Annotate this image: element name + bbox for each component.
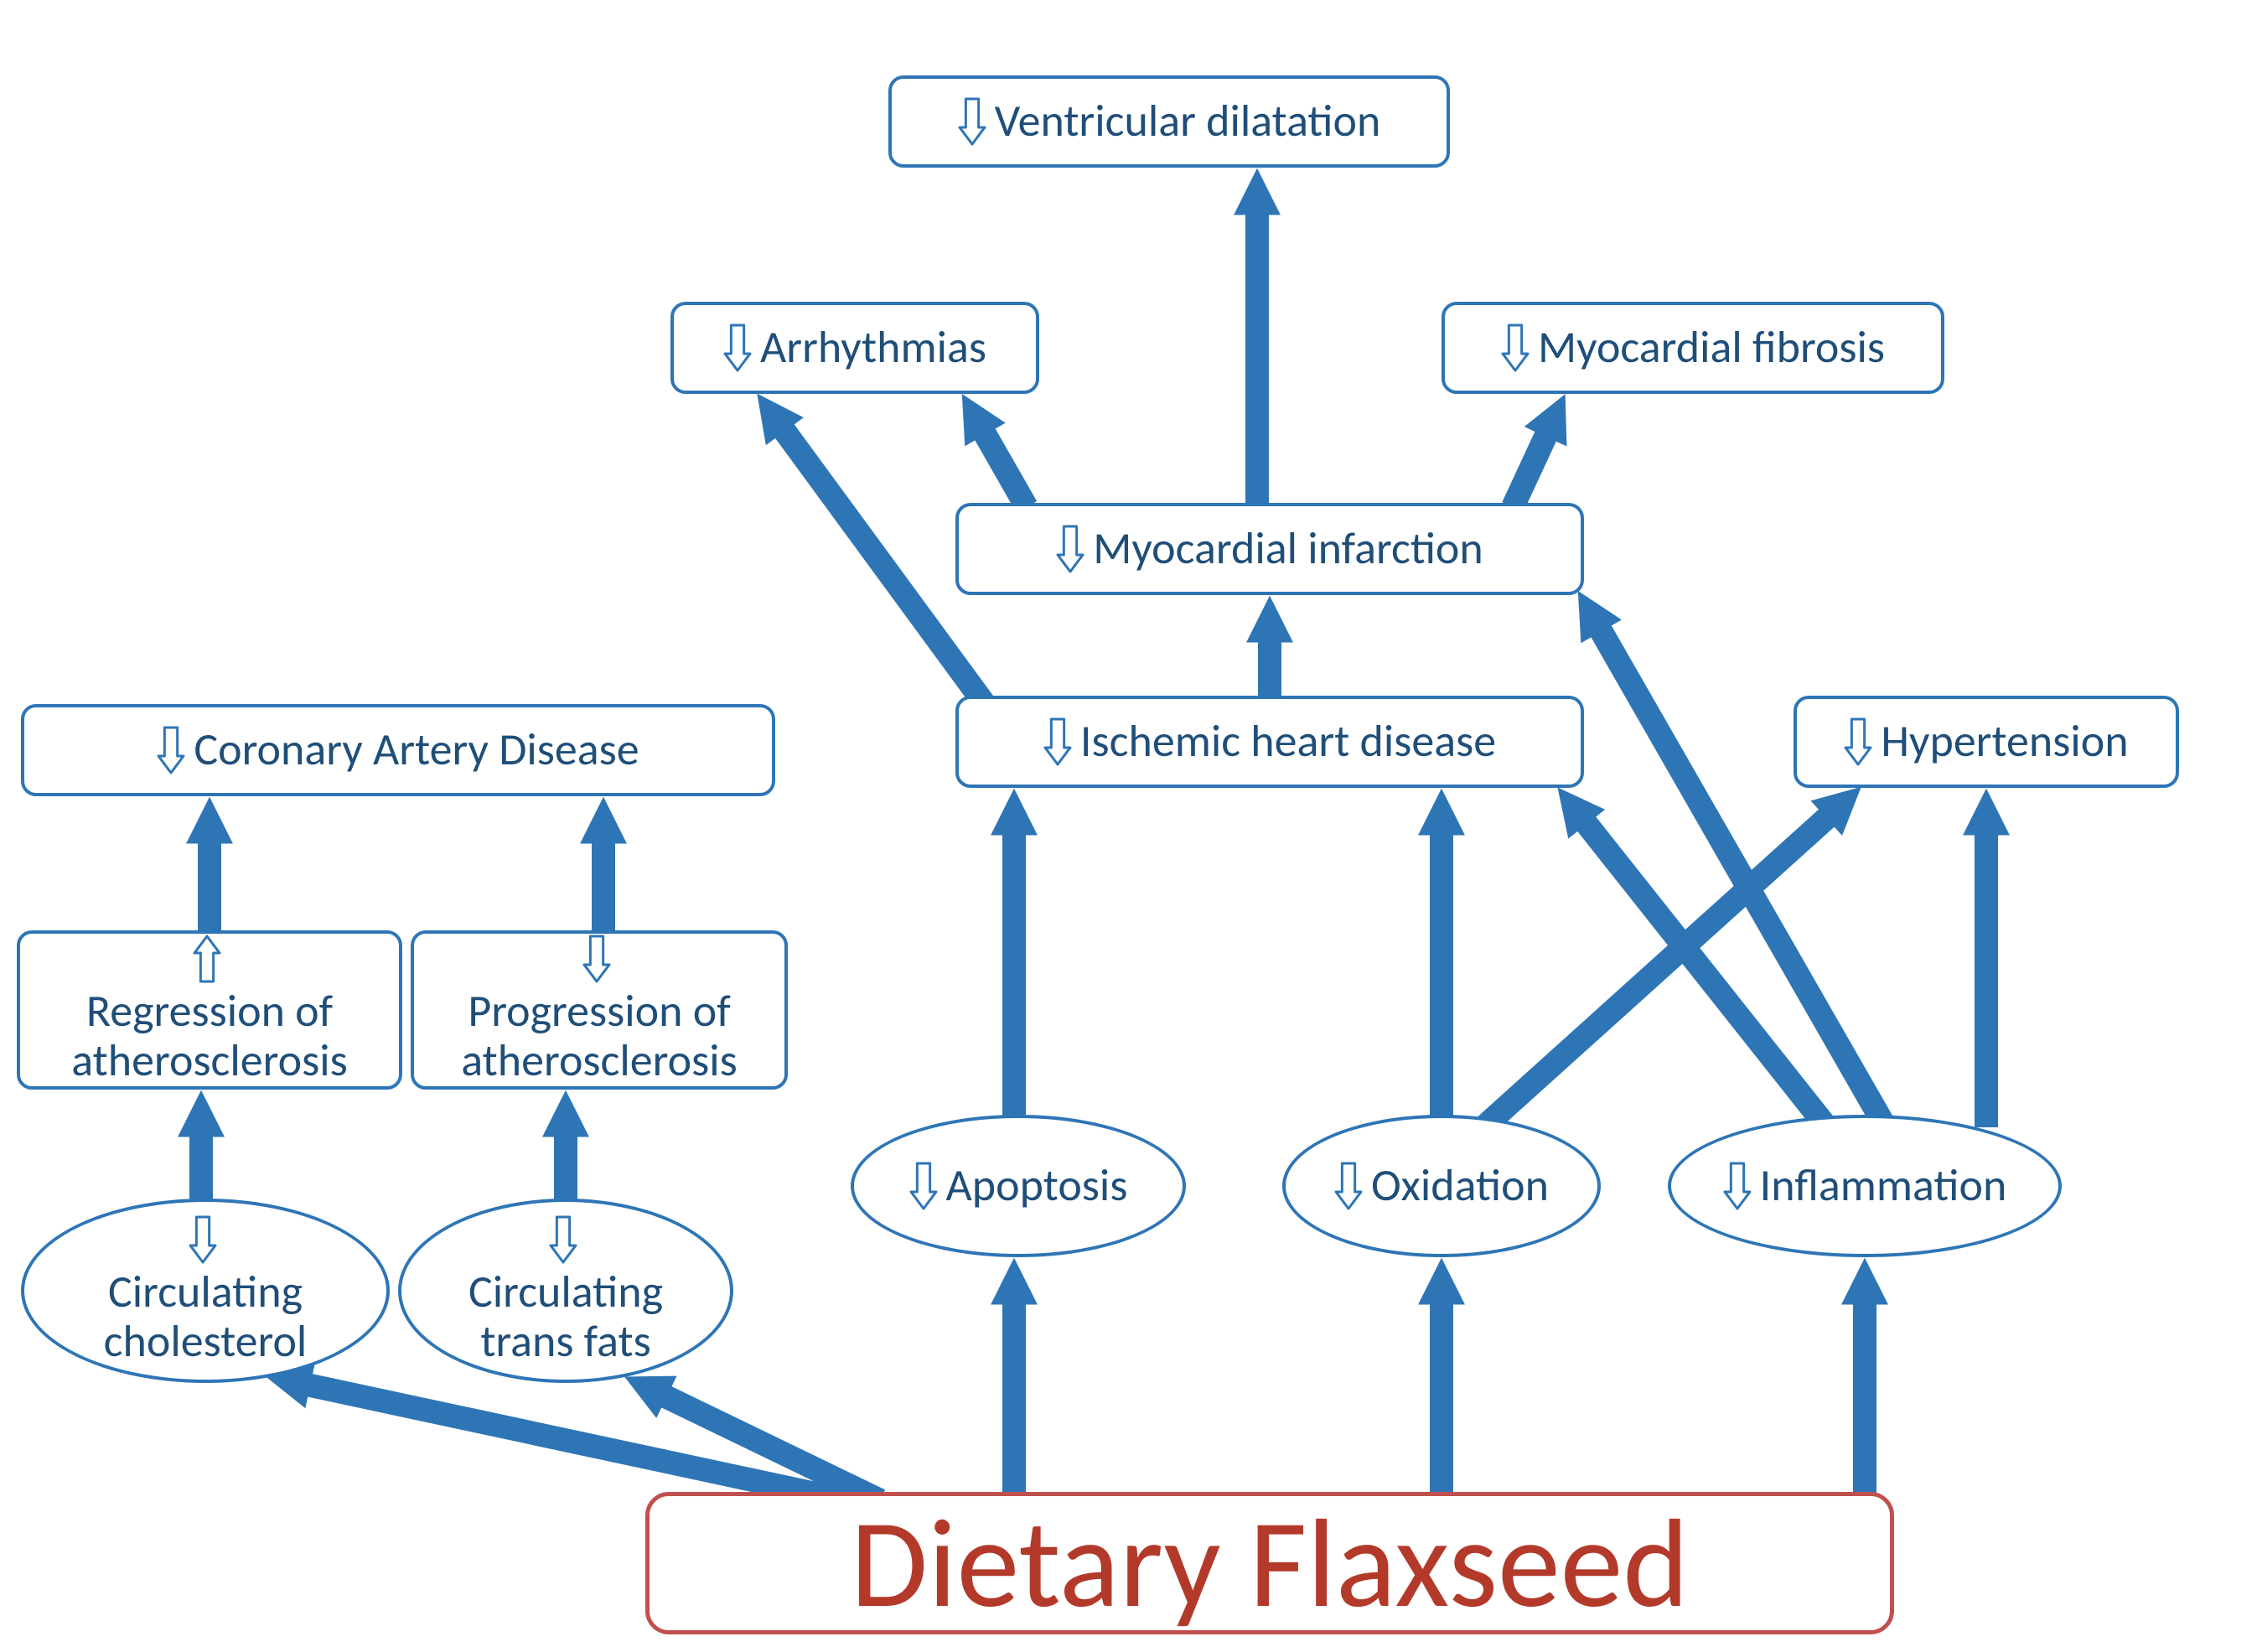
diagram-stage: Dietary Flaxseed Circulating cholesterol C… xyxy=(0,0,2262,1652)
node-oxid: Oxidation xyxy=(1282,1115,1601,1257)
node-label: Apoptosis xyxy=(946,1161,1128,1210)
node-label: Circulating trans fats xyxy=(421,1267,711,1367)
down-arrow-icon xyxy=(1501,324,1530,372)
node-ihd: Ischemic heart disease xyxy=(955,696,1584,788)
down-arrow-icon xyxy=(582,935,611,983)
node-cad: Coronary Artery Disease xyxy=(21,704,775,796)
down-arrow-icon xyxy=(1056,525,1084,573)
node-mi: Myocardial infarction xyxy=(955,503,1584,595)
node-label: Coronary Artery Disease xyxy=(194,725,639,774)
down-arrow-icon xyxy=(1844,717,1872,766)
node-label: Hypertension xyxy=(1881,717,2128,766)
node-chol: Circulating cholesterol xyxy=(21,1199,390,1383)
down-arrow-icon xyxy=(189,1215,217,1264)
down-arrow-icon xyxy=(1334,1162,1363,1210)
node-infl: Inflammation xyxy=(1668,1115,2062,1257)
down-arrow-icon xyxy=(549,1215,577,1264)
node-progr: Progression of atherosclerosis xyxy=(411,930,788,1090)
node-label: Regression of atherosclerosis xyxy=(39,987,380,1086)
node-fib: Myocardial fibrosis xyxy=(1442,302,1944,394)
node-hyper: Hypertension xyxy=(1794,696,2179,788)
node-label: Dietary Flaxseed xyxy=(851,1494,1689,1633)
node-arr: Arrhythmias xyxy=(670,302,1039,394)
down-arrow-icon xyxy=(1043,717,1072,766)
node-label: Myocardial fibrosis xyxy=(1538,323,1885,372)
node-label: Arrhythmias xyxy=(760,323,986,372)
node-regr: Regression of atherosclerosis xyxy=(17,930,402,1090)
node-label: Ischemic heart disease xyxy=(1080,717,1496,766)
node-label: Myocardial infarction xyxy=(1093,524,1483,573)
node-label: Progression of atherosclerosis xyxy=(433,987,765,1086)
node-trans: Circulating trans fats xyxy=(398,1199,733,1383)
node-label: Ventricular dilatation xyxy=(995,96,1381,146)
node-apop: Apoptosis xyxy=(851,1115,1186,1257)
down-arrow-icon xyxy=(723,324,752,372)
down-arrow-icon xyxy=(157,726,185,774)
down-arrow-icon xyxy=(958,97,986,146)
node-vd: Ventricular dilatation xyxy=(888,75,1450,168)
node-root: Dietary Flaxseed xyxy=(645,1492,1894,1634)
up-arrow-icon xyxy=(193,935,221,983)
node-label: Circulating cholesterol xyxy=(44,1267,367,1367)
node-label: Inflammation xyxy=(1760,1161,2007,1210)
node-label: Oxidation xyxy=(1371,1161,1549,1210)
down-arrow-icon xyxy=(909,1162,938,1210)
down-arrow-icon xyxy=(1723,1162,1752,1210)
